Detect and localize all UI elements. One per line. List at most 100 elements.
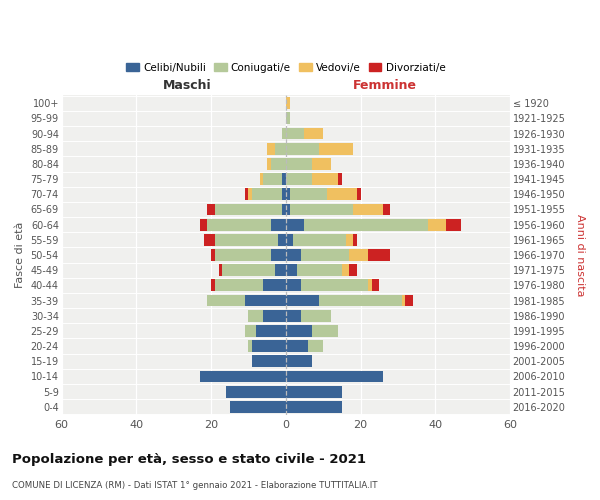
Bar	[286, 158, 312, 170]
Y-axis label: Anni di nascita: Anni di nascita	[575, 214, 585, 296]
Bar	[275, 143, 286, 154]
Bar	[290, 204, 353, 216]
Bar	[200, 370, 286, 382]
Bar	[353, 234, 357, 245]
Bar	[267, 158, 271, 170]
Bar	[286, 294, 319, 306]
Bar	[278, 234, 286, 245]
Bar	[282, 173, 286, 185]
Bar	[245, 294, 286, 306]
Bar	[297, 264, 342, 276]
Bar	[263, 310, 286, 322]
Bar	[293, 234, 346, 245]
Bar	[230, 401, 286, 412]
Bar	[357, 188, 361, 200]
Text: Popolazione per età, sesso e stato civile - 2021: Popolazione per età, sesso e stato civil…	[12, 452, 366, 466]
Bar	[286, 264, 297, 276]
Bar	[338, 173, 342, 185]
Bar	[312, 325, 338, 337]
Bar	[286, 234, 293, 245]
Bar	[372, 280, 379, 291]
Bar	[368, 280, 372, 291]
Bar	[401, 294, 406, 306]
Legend: Celibi/Nubili, Coniugati/e, Vedovi/e, Divorziati/e: Celibi/Nubili, Coniugati/e, Vedovi/e, Di…	[122, 58, 449, 76]
Text: COMUNE DI LICENZA (RM) - Dati ISTAT 1° gennaio 2021 - Elaborazione TUTTITALIA.IT: COMUNE DI LICENZA (RM) - Dati ISTAT 1° g…	[12, 480, 377, 490]
Bar	[312, 158, 331, 170]
Bar	[245, 188, 248, 200]
Bar	[218, 264, 223, 276]
Bar	[301, 249, 349, 261]
Bar	[282, 204, 286, 216]
Bar	[286, 98, 290, 109]
Bar	[428, 218, 446, 230]
Bar	[215, 280, 263, 291]
Bar	[223, 264, 275, 276]
Bar	[215, 249, 271, 261]
Bar	[248, 340, 252, 352]
Bar	[215, 234, 278, 245]
Bar	[286, 401, 342, 412]
Bar	[200, 218, 208, 230]
Bar	[208, 204, 215, 216]
Bar	[208, 218, 271, 230]
Bar	[286, 143, 319, 154]
Bar	[308, 340, 323, 352]
Bar	[286, 173, 312, 185]
Bar	[211, 280, 215, 291]
Bar	[260, 173, 263, 185]
Bar	[286, 280, 301, 291]
Bar	[286, 356, 312, 367]
Bar	[275, 264, 286, 276]
Bar	[215, 204, 282, 216]
Bar	[406, 294, 413, 306]
Bar	[342, 264, 349, 276]
Bar	[256, 325, 286, 337]
Bar	[286, 370, 383, 382]
Bar	[319, 294, 401, 306]
Bar	[286, 310, 301, 322]
Bar	[346, 234, 353, 245]
Bar	[312, 173, 338, 185]
Bar	[349, 264, 357, 276]
Bar	[286, 340, 308, 352]
Bar	[282, 128, 286, 140]
Bar	[286, 112, 290, 124]
Bar	[286, 128, 304, 140]
Bar	[319, 143, 353, 154]
Bar	[349, 249, 368, 261]
Y-axis label: Fasce di età: Fasce di età	[15, 222, 25, 288]
Bar	[248, 188, 252, 200]
Bar	[286, 188, 290, 200]
Bar	[290, 188, 327, 200]
Bar	[304, 218, 428, 230]
Bar	[271, 158, 286, 170]
Bar	[368, 249, 391, 261]
Bar	[383, 204, 391, 216]
Bar	[446, 218, 461, 230]
Bar	[271, 249, 286, 261]
Bar	[282, 188, 286, 200]
Bar	[301, 280, 368, 291]
Bar	[252, 356, 286, 367]
Bar	[252, 340, 286, 352]
Bar	[226, 386, 286, 398]
Bar	[208, 294, 245, 306]
Bar	[353, 204, 383, 216]
Bar	[304, 128, 323, 140]
Bar	[286, 325, 312, 337]
Text: Maschi: Maschi	[163, 78, 212, 92]
Bar	[286, 386, 342, 398]
Text: Femmine: Femmine	[352, 78, 416, 92]
Bar	[286, 204, 290, 216]
Bar	[301, 310, 331, 322]
Bar	[263, 173, 282, 185]
Bar	[203, 234, 215, 245]
Bar	[327, 188, 357, 200]
Bar	[245, 325, 256, 337]
Bar	[286, 249, 301, 261]
Bar	[248, 310, 263, 322]
Bar	[267, 143, 275, 154]
Bar	[263, 280, 286, 291]
Bar	[271, 218, 286, 230]
Bar	[252, 188, 282, 200]
